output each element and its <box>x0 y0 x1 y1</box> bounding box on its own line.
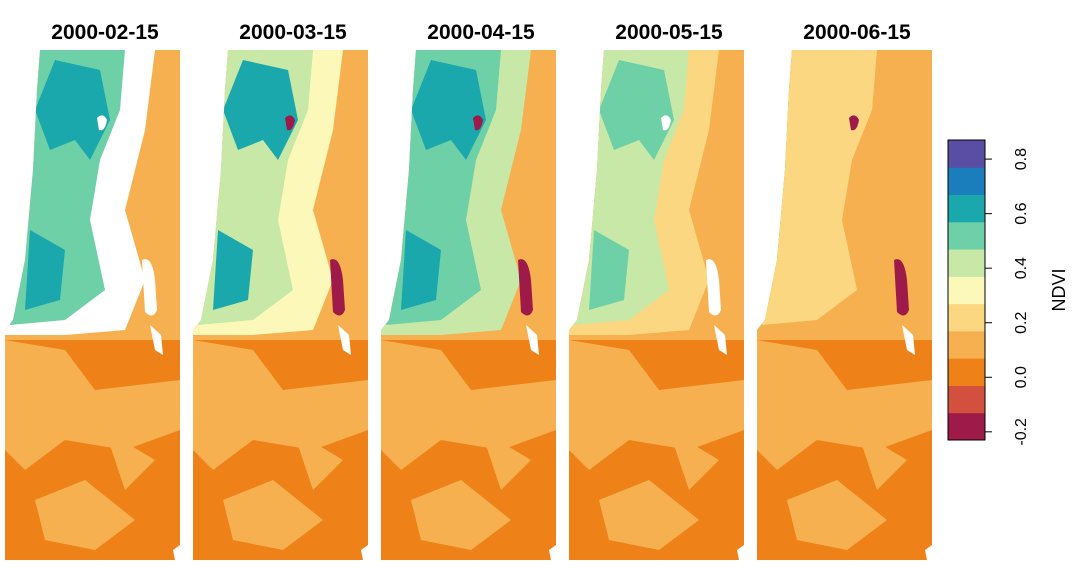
color-bin <box>948 330 985 359</box>
tick-label: 0.4 <box>1013 257 1030 279</box>
panel-title: 2000-03-15 <box>239 21 347 44</box>
panel-title: 2000-02-15 <box>51 21 159 44</box>
color-bin <box>948 358 985 386</box>
map <box>381 50 556 560</box>
dry-patches <box>757 340 932 550</box>
color-bin <box>948 194 985 223</box>
legend: -0.2 0.0 0.2 0.4 0.6 0.8 NDVI <box>947 139 1069 446</box>
tick-label: 0.0 <box>1013 366 1030 388</box>
color-bin <box>948 385 985 414</box>
dead-sea-south <box>714 325 727 355</box>
color-bin <box>948 303 985 332</box>
lake <box>285 115 295 131</box>
map <box>5 50 180 560</box>
vegetation-dense <box>213 60 298 310</box>
dead-sea <box>518 259 533 316</box>
tick-label: 0.6 <box>1013 202 1030 224</box>
legend-title: NDVI <box>1049 268 1069 311</box>
map <box>757 50 932 560</box>
lake <box>97 115 107 131</box>
dead-sea-south <box>150 325 163 355</box>
lake <box>473 115 483 131</box>
color-bin <box>948 167 985 196</box>
map-panels: 2000-02-15 2000-03-15 2000-04-15 2000-05-15… <box>5 21 932 560</box>
color-bin <box>948 140 985 168</box>
tick-label: 0.8 <box>1013 148 1030 170</box>
vegetation-dense <box>777 60 862 310</box>
panel-title: 2000-05-15 <box>615 21 723 44</box>
map <box>569 50 744 560</box>
panel-title: 2000-06-15 <box>803 21 911 44</box>
dry-patches <box>569 340 744 550</box>
dead-sea <box>706 259 721 316</box>
dead-sea <box>894 259 909 316</box>
tick-label: -0.2 <box>1013 418 1030 446</box>
dead-sea-south <box>338 325 351 355</box>
legend-frame <box>947 139 986 441</box>
dead-sea-south <box>526 325 539 355</box>
tick-label: 0.2 <box>1013 312 1030 334</box>
dead-sea-south <box>902 325 915 355</box>
vegetation-dense <box>401 60 486 310</box>
lake <box>849 115 859 131</box>
vegetation-dense <box>25 60 110 310</box>
dry-patches <box>193 340 368 550</box>
dry-patches <box>5 340 180 550</box>
lake <box>661 115 671 131</box>
color-bin <box>948 276 985 305</box>
dry-patches <box>381 340 556 550</box>
map <box>193 50 368 560</box>
panel-title: 2000-04-15 <box>427 21 535 44</box>
vegetation-dense <box>589 60 674 310</box>
color-bin <box>948 221 985 250</box>
dead-sea <box>330 259 345 316</box>
color-bin <box>948 249 985 277</box>
color-bin <box>948 412 985 441</box>
dead-sea <box>142 259 157 316</box>
